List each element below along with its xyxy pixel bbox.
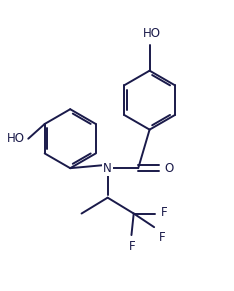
Text: F: F xyxy=(159,230,165,244)
Text: HO: HO xyxy=(143,27,161,40)
Text: F: F xyxy=(161,206,168,219)
Text: N: N xyxy=(103,162,112,175)
Text: HO: HO xyxy=(7,132,25,145)
Text: F: F xyxy=(129,239,136,253)
Text: O: O xyxy=(164,162,174,175)
